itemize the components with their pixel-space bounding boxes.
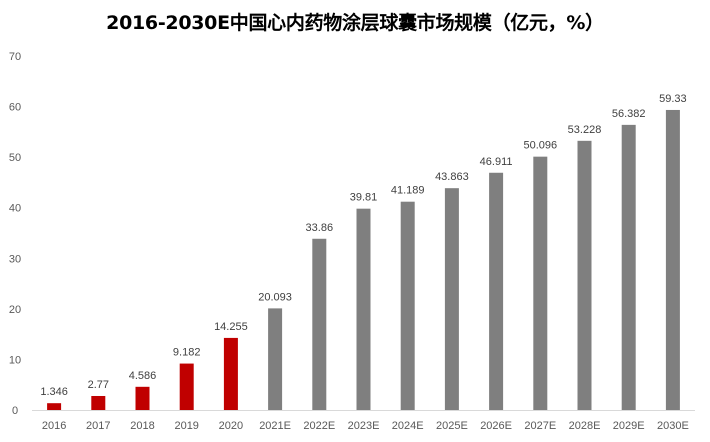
bar-2024e [400, 201, 415, 410]
data-label: 4.586 [129, 370, 157, 382]
y-tick-label: 50 [9, 152, 21, 164]
bar-2027e [533, 156, 548, 410]
x-tick-label: 2028E [569, 420, 601, 432]
x-tick-label: 2016 [42, 420, 66, 432]
y-tick-label: 20 [9, 304, 21, 316]
y-tick-label: 30 [9, 253, 21, 265]
x-tick-label: 2019 [174, 420, 198, 432]
data-label: 1.346 [40, 386, 68, 398]
data-label: 46.911 [480, 156, 513, 168]
data-label: 59.33 [659, 93, 687, 105]
x-tick-label: 2025E [436, 420, 468, 432]
x-tick-label: 2017 [86, 420, 110, 432]
bar-2021e [268, 308, 283, 410]
x-tick-label: 2022E [303, 420, 335, 432]
data-label: 53.228 [568, 124, 602, 136]
bar-2018 [135, 386, 150, 410]
bar-2029e [621, 124, 636, 411]
bar-2016 [47, 403, 62, 410]
y-tick-label: 0 [12, 405, 18, 417]
bar-2026e [489, 172, 504, 410]
chart-title: 2016-2030E中国心内药物涂层球囊市场规模（亿元，%） [106, 12, 604, 34]
bar-2022e [312, 238, 327, 410]
bar-2030e [665, 109, 680, 410]
data-label: 20.093 [258, 291, 292, 303]
data-label: 14.255 [214, 321, 248, 333]
data-label: 33.86 [306, 222, 334, 234]
x-tick-label: 2026E [480, 420, 512, 432]
bar-2028e [577, 140, 592, 410]
x-tick-label: 2024E [392, 420, 424, 432]
bar-2025e [444, 188, 459, 410]
y-tick-label: 60 [9, 102, 21, 114]
y-tick-label: 70 [9, 51, 21, 63]
y-axis-ticks: 0 10 20 30 40 50 60 70 [9, 51, 21, 417]
bars [47, 109, 680, 411]
data-label: 39.81 [350, 192, 378, 204]
bar-2023e [356, 208, 371, 410]
bar-2017 [91, 395, 106, 410]
x-tick-label: 2021E [259, 420, 291, 432]
x-tick-label: 2023E [348, 420, 380, 432]
data-label: 9.182 [173, 347, 201, 359]
x-tick-label: 2030E [657, 420, 689, 432]
bar-2019 [179, 363, 194, 410]
x-tick-label: 2027E [524, 420, 556, 432]
data-labels: 1.346 2.77 4.586 9.182 14.255 20.093 33.86 39.8… [40, 93, 686, 398]
x-tick-label: 2020 [219, 420, 243, 432]
data-label: 56.382 [612, 108, 646, 120]
data-label: 50.096 [523, 140, 557, 152]
y-tick-label: 40 [9, 203, 21, 215]
bar-2020 [223, 337, 238, 410]
data-label: 41.189 [391, 185, 425, 197]
x-tick-label: 2018 [130, 420, 154, 432]
y-tick-label: 10 [9, 354, 21, 366]
x-axis-ticks: 2016 2017 2018 2019 2020 2021E 2022E 2023E 2024E… [42, 420, 689, 432]
data-label: 2.77 [88, 379, 109, 391]
data-label: 43.863 [435, 171, 469, 183]
x-tick-label: 2029E [613, 420, 645, 432]
